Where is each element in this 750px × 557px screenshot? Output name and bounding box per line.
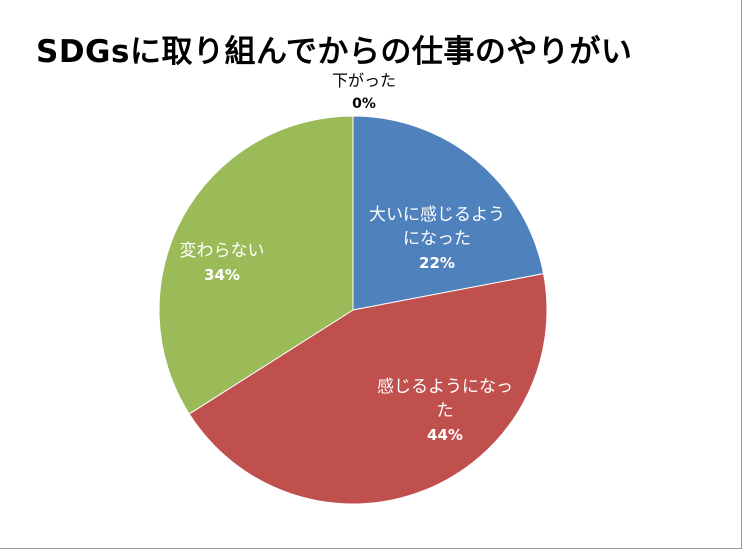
slice-value-label: 22% xyxy=(419,254,455,272)
slice-value-label: 34% xyxy=(204,266,240,284)
slice-category-label: 感じるようになっ xyxy=(377,377,513,397)
slice-unchanged-label: 変わらない 34% xyxy=(180,241,265,284)
chart-frame xyxy=(0,0,742,549)
slice-category-label: 大いに感じるよう xyxy=(369,205,505,225)
chart-title: SDGsに取り組んでからの仕事のやりがい xyxy=(36,34,633,70)
slice-category-label: 下がった xyxy=(332,71,396,90)
slice-value-label: 44% xyxy=(427,426,463,444)
slice-down-label: 下がった 0% xyxy=(332,71,396,112)
slice-category-label: になった xyxy=(403,229,471,249)
slice-category-label: 変わらない xyxy=(180,241,265,261)
slice-category-label: た xyxy=(437,401,454,421)
slice-feel xyxy=(188,273,548,505)
slice-unchanged xyxy=(158,115,354,415)
slice-great xyxy=(352,115,545,311)
slice-value-label: 0% xyxy=(352,96,376,112)
